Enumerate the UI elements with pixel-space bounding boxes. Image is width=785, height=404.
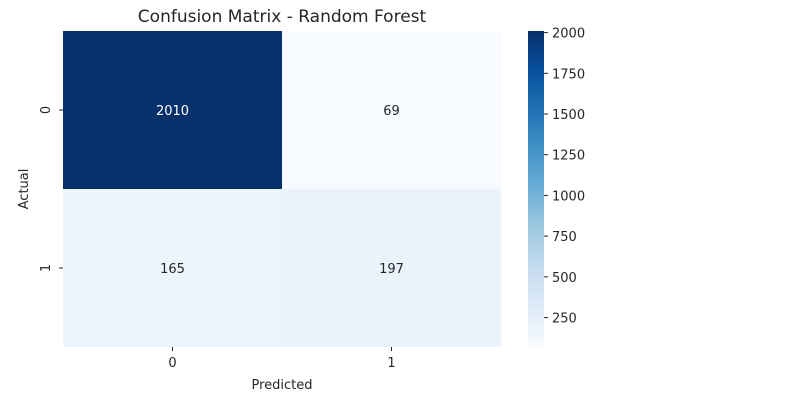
colorbar-tick-label-750: 750: [552, 230, 577, 245]
cell-value-label-0-0: 2010: [156, 104, 189, 119]
colorbar-tick-label-1000: 1000: [552, 189, 585, 204]
heatmap-cell-0-1: [282, 31, 501, 189]
heatmap-cell-1-0: [63, 189, 282, 347]
heatmap-cell-labels: 2010 69 165 197: [156, 104, 404, 277]
x-tick-label-0: 0: [168, 356, 176, 371]
heatmap-cells: [63, 31, 501, 347]
chart-title: Confusion Matrix - Random Forest: [138, 7, 427, 27]
y-axis-label: Actual: [17, 169, 32, 210]
colorbar-ticks: 250 500 750 1000 1250 1500 1750 2000: [544, 27, 585, 327]
colorbar-tick-label-1250: 1250: [552, 149, 585, 164]
x-tick-label-1: 1: [387, 356, 395, 371]
colorbar: [528, 31, 544, 347]
heatmap-cell-0-0: [63, 31, 282, 189]
heatmap-cell-1-1: [282, 189, 501, 347]
y-axis-ticks: 01: [39, 106, 63, 272]
colorbar-tick-label-1500: 1500: [552, 108, 585, 123]
colorbar-tick-label-1750: 1750: [552, 67, 585, 82]
cell-value-label-1-0: 165: [160, 262, 185, 277]
colorbar-tick-label-500: 500: [552, 271, 577, 286]
colorbar-tick-label-250: 250: [552, 312, 577, 327]
x-axis-label: Predicted: [251, 378, 312, 393]
y-tick-label-0: 0: [39, 106, 54, 114]
cell-value-label-0-1: 69: [383, 104, 400, 119]
cell-value-label-1-1: 197: [379, 262, 404, 277]
y-tick-label-1: 1: [39, 264, 54, 272]
colorbar-tick-label-2000: 2000: [552, 27, 585, 42]
